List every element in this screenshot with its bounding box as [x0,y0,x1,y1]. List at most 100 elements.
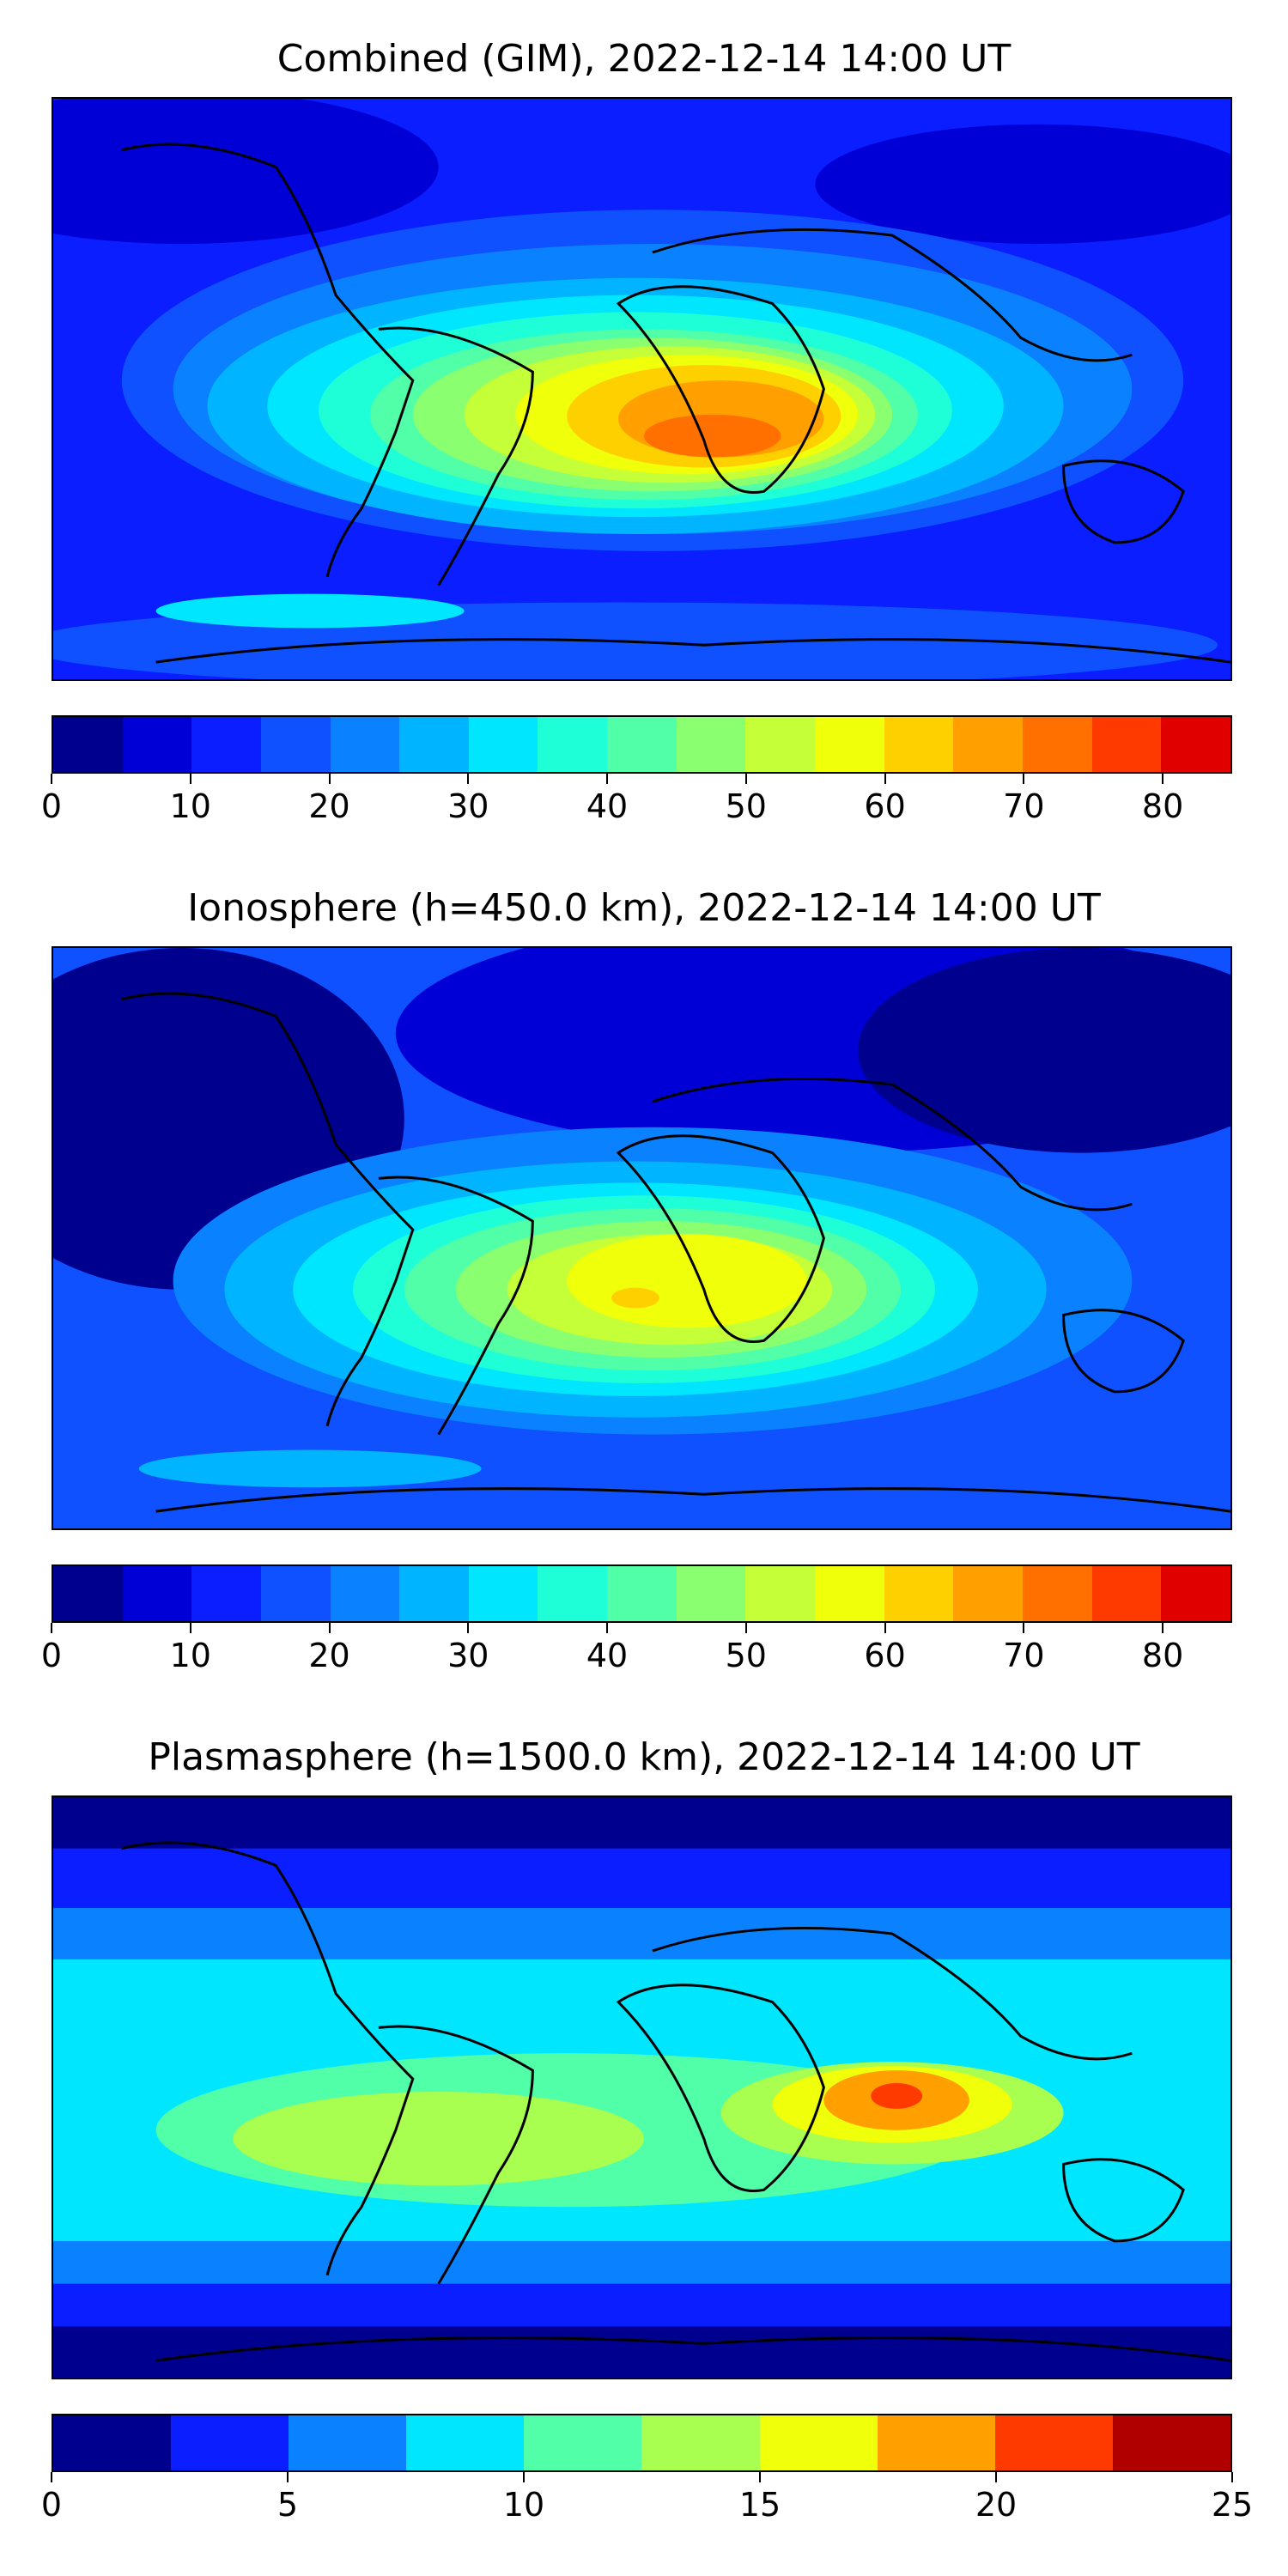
colorbar-tick-mark [1231,2472,1233,2482]
colorbar-tick-label: 20 [975,2486,1018,2524]
colorbar-combined [52,715,1232,774]
colorbar-segment [260,1566,331,1621]
coastlines [121,1841,1230,2362]
colorbar-tick-label: 20 [308,1637,350,1674]
tec-contour-map [53,1797,1230,2378]
colorbar-segment [815,1566,884,1621]
colorbar-tick-mark [1023,1623,1025,1633]
colorbar-segment [538,1566,608,1621]
colorbar-segment [1022,1566,1092,1621]
colorbar-tick-label: 80 [1141,1637,1184,1674]
colorbar-segment [191,1566,261,1621]
colorbar-tick-mark [467,1623,470,1633]
colorbar-tick-label: 60 [864,787,906,825]
colorbar-segment [53,2415,172,2470]
colorbar-tick-label: 20 [308,787,350,825]
colorbar-segment [745,717,816,772]
colorbar-segment [676,717,746,772]
coastlines [121,992,1230,1513]
colorbar-segment [759,2415,878,2470]
colorbar-tick-label: 70 [1003,787,1045,825]
colorbar-segment [1112,2415,1230,2470]
colorbar-segment [468,1566,538,1621]
colorbar-segment [122,1566,192,1621]
colorbar-segment [171,2415,289,2470]
colorbar-segment [330,1566,400,1621]
colorbar-plasmasphere [52,2414,1232,2472]
colorbar-tick-label: 15 [738,2486,781,2524]
colorbar-segment [815,717,884,772]
colorbar-tick-mark [328,1623,331,1633]
colorbar-segment [53,717,123,772]
colorbar-tick-mark [523,2472,525,2482]
colorbar-tick-mark [189,774,191,784]
colorbar-tick-label: 10 [169,787,211,825]
colorbar-tick-mark [1162,774,1164,784]
colorbar-segment [399,717,469,772]
colorbar-tick-mark [606,1623,609,1633]
colorbar-tick-mark [51,1623,52,1633]
colorbar-segment [884,717,954,772]
colorbar-tick-label: 10 [169,1637,211,1674]
colorbar-segment [641,2415,760,2470]
colorbar-tick-mark [884,774,886,784]
colorbar-tick-mark [287,2472,289,2482]
map-combined [52,97,1232,681]
colorbar-tick-mark [606,774,609,784]
colorbar-segment [330,717,400,772]
colorbar-tick-mark [744,774,747,784]
colorbar-segment [877,2415,995,2470]
colorbar-segment [1091,1566,1162,1621]
panel-title-ionosphere: Ionosphere (h=450.0 km), 2022-12-14 14:0… [187,886,1101,930]
colorbar-tick-label: 0 [40,1637,63,1674]
tec-contour-map [53,948,1230,1513]
colorbar-segment [884,1566,954,1621]
colorbar-tick-label: 0 [40,2486,63,2524]
colorbar-tick-mark [995,2472,997,2482]
colorbar-segment [1161,717,1230,772]
colorbar-tick-label: 50 [725,1637,767,1674]
tec-contour-map [53,99,1230,679]
colorbar-segment [538,717,608,772]
panel-title-plasmasphere: Plasmasphere (h=1500.0 km), 2022-12-14 1… [148,1735,1140,1779]
colorbar-tick-mark [744,1623,747,1633]
colorbar-tick-label: 60 [864,1637,906,1674]
colorbar-segment [260,717,331,772]
colorbar-tick-label: 50 [725,787,767,825]
colorbar-segment [1022,717,1092,772]
coastlines [121,143,1230,664]
colorbar-tick-mark [759,2472,761,2482]
map-plasmasphere [52,1795,1232,2379]
colorbar-segment [524,2415,642,2470]
colorbar-tick-mark [467,774,470,784]
colorbar-tick-label: 10 [502,2486,545,2524]
colorbar-tick-mark [884,1623,886,1633]
colorbar-segment [1091,717,1162,772]
colorbar-ionosphere [52,1564,1232,1623]
colorbar-segment [468,717,538,772]
colorbar-tick-mark [1162,1623,1164,1633]
colorbar-segment [745,1566,816,1621]
colorbar-segment [289,2415,407,2470]
colorbar-tick-label: 0 [40,787,63,825]
colorbar-tick-label: 80 [1141,787,1184,825]
colorbar-tick-mark [51,774,52,784]
colorbar-segment [676,1566,746,1621]
map-ionosphere [52,946,1232,1530]
colorbar-tick-mark [51,2472,52,2482]
colorbar-segment [1161,1566,1230,1621]
colorbar-segment [607,1566,677,1621]
colorbar-segment [953,1566,1023,1621]
colorbar-tick-label: 40 [586,787,629,825]
colorbar-tick-label: 5 [276,2486,299,2524]
colorbar-tick-label: 70 [1003,1637,1045,1674]
colorbar-segment [953,717,1023,772]
colorbar-tick-mark [1023,774,1025,784]
colorbar-segment [406,2415,525,2470]
colorbar-tick-label: 25 [1211,2486,1254,2524]
colorbar-tick-label: 30 [447,787,489,825]
colorbar-segment [607,717,677,772]
colorbar-segment [399,1566,469,1621]
panel-title-combined: Combined (GIM), 2022-12-14 14:00 UT [276,37,1012,81]
colorbar-segment [53,1566,123,1621]
